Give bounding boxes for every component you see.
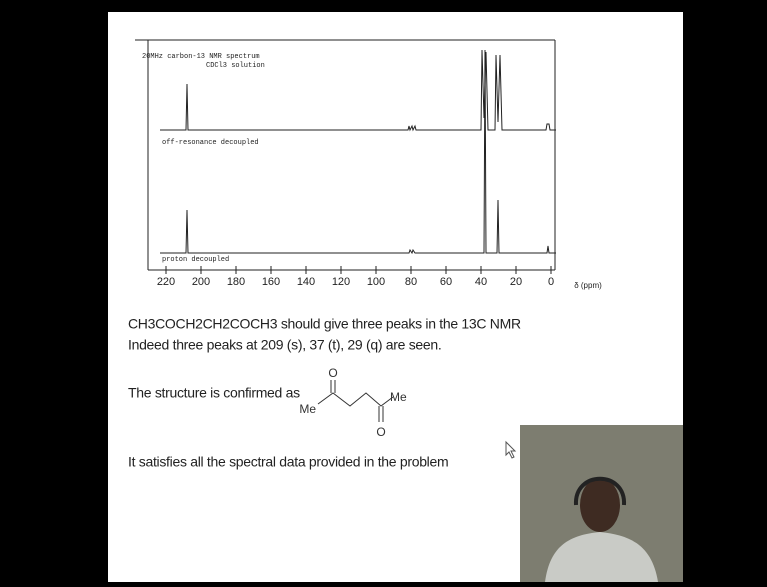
screen: 20MHz carbon-13 NMR spectrum CDCl3 solut… [0, 0, 767, 582]
axis-label: 20 [510, 276, 522, 288]
axis-label: 120 [332, 276, 350, 288]
webcam [520, 425, 683, 582]
lower-label: proton decoupled [162, 256, 229, 264]
text-line: The structure is confirmed as [128, 385, 300, 401]
axis-unit: δ (ppm) [574, 281, 602, 290]
axis-label: 100 [367, 276, 385, 288]
axis-label: 200 [192, 276, 210, 288]
atom-label: Me [390, 390, 407, 404]
upper-label: off-resonance decoupled [162, 139, 259, 147]
spectrum-solvent: CDCl3 solution [206, 62, 265, 70]
atom-label: O [328, 366, 337, 380]
axis-label: 80 [405, 276, 417, 288]
axis-label: 180 [227, 276, 245, 288]
axis-label: 0 [548, 276, 554, 288]
face [580, 478, 620, 532]
axis-label: 220 [157, 276, 175, 288]
axis-label: 60 [440, 276, 452, 288]
axis-label: 40 [475, 276, 487, 288]
axis-label: 140 [297, 276, 315, 288]
atom-label: O [376, 425, 385, 439]
text-line: It satisfies all the spectral data provi… [128, 454, 448, 470]
text-line: CH3COCH2CH2COCH3 should give three peaks… [128, 316, 521, 332]
axis-label: 160 [262, 276, 280, 288]
text-line: Indeed three peaks at 209 (s), 37 (t), 2… [128, 337, 441, 353]
spectrum-title: 20MHz carbon-13 NMR spectrum [142, 53, 260, 61]
atom-label: Me [299, 402, 316, 416]
